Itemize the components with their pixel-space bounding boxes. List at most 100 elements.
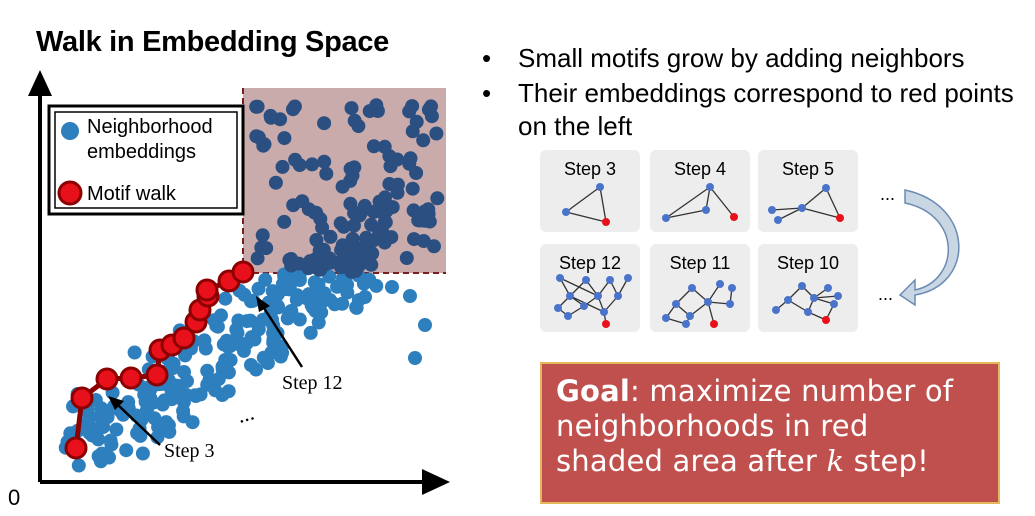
- motif-walk-point: [64, 436, 88, 460]
- steps-ellipsis: ...: [878, 284, 893, 304]
- neighborhood-point: [218, 291, 233, 306]
- graph-node: [830, 300, 838, 308]
- neighborhood-point: [263, 108, 278, 123]
- graph-node: [768, 206, 776, 214]
- step3-arrow-head: [108, 396, 124, 410]
- graph-node: [810, 294, 818, 302]
- graph-edge: [559, 277, 599, 297]
- neighborhood-point: [301, 287, 316, 302]
- step-panel: Step 3: [540, 150, 640, 232]
- neighborhood-point: [421, 202, 436, 217]
- bullet-dot-icon: •: [482, 43, 492, 73]
- graph-node: [580, 302, 588, 310]
- neighborhood-point: [251, 281, 266, 296]
- neighborhood-point: [408, 351, 422, 365]
- origin-label: 0: [8, 485, 20, 510]
- step-panel-bg: [650, 244, 750, 332]
- graph-node-new: [602, 320, 610, 328]
- goal-variable-k: k: [826, 444, 845, 478]
- step-panel-bg: [758, 244, 858, 332]
- neighborhood-point: [135, 446, 150, 461]
- neighborhood-point: [273, 349, 288, 364]
- neighborhood-point: [250, 99, 265, 114]
- neighborhood-point: [424, 109, 439, 124]
- neighborhood-point: [221, 365, 236, 380]
- graph-node: [672, 300, 680, 308]
- graph-node: [662, 314, 670, 322]
- motif-walk-point: [70, 386, 94, 410]
- curved-arrow-icon: [898, 189, 960, 307]
- neighborhood-point: [221, 340, 236, 355]
- graph-node: [824, 284, 832, 292]
- neighborhood-point: [132, 421, 147, 436]
- neighborhood-point: [240, 314, 254, 329]
- neighborhood-point: [267, 301, 282, 316]
- step-panel: Step 12: [540, 244, 640, 332]
- legend-neighborhood-label-2: embeddings: [87, 141, 196, 163]
- neighborhood-point: [409, 166, 424, 180]
- neighborhood-point: [378, 190, 392, 205]
- neighborhood-point: [319, 166, 334, 181]
- step-panel-bg: [540, 244, 640, 332]
- neighborhood-point: [335, 296, 350, 311]
- graph-node: [774, 216, 782, 224]
- graph-node-new: [730, 213, 738, 221]
- graph-node-new: [836, 214, 844, 222]
- neighborhood-point: [403, 151, 418, 166]
- legend-motif-label: Motif walk: [87, 183, 177, 205]
- graph-edge: [801, 187, 827, 209]
- neighborhood-point: [345, 168, 360, 183]
- y-axis-arrow: [28, 70, 52, 96]
- neighborhood-point: [323, 229, 338, 244]
- step-panel: Step 11: [650, 244, 750, 332]
- graph-node: [834, 292, 842, 300]
- neighborhood-point: [429, 126, 444, 141]
- bullet-text: Small motifs grow by adding neighbors: [518, 43, 965, 73]
- graph-node: [624, 274, 632, 282]
- neighborhood-point: [352, 208, 367, 223]
- graph-node: [728, 284, 736, 292]
- neighborhood-point: [71, 458, 86, 473]
- graph-edge: [665, 209, 707, 219]
- bullet-text: Their embeddings correspond to red point…: [518, 78, 1014, 141]
- neighborhood-point: [430, 191, 445, 206]
- neighborhood-point: [347, 113, 362, 128]
- legend-neighborhood-marker: [61, 122, 79, 140]
- neighborhood-point: [323, 293, 337, 307]
- motif-walk-point: [195, 278, 219, 302]
- step-panel-label: Step 4: [674, 159, 726, 179]
- neighborhood-point: [282, 252, 297, 267]
- motif-walk-point: [172, 326, 196, 350]
- neighborhood-point: [399, 251, 414, 265]
- graph-edge: [565, 186, 601, 213]
- neighborhood-point: [208, 383, 223, 398]
- goal-box: Goal: maximize number of neighborhoods i…: [540, 362, 1000, 504]
- neighborhood-point: [255, 228, 270, 243]
- steps-ellipsis: ...: [880, 184, 895, 204]
- graph-node: [682, 320, 690, 328]
- graph-node: [594, 292, 602, 300]
- embedding-plot: 0 Step 3 Step 12 ... Neighborhood embedd…: [8, 70, 450, 510]
- graph-node-new: [822, 316, 830, 324]
- neighborhood-point: [250, 251, 265, 266]
- graph-node: [704, 298, 712, 306]
- neighborhood-point: [177, 365, 191, 379]
- bullet-item: • Their embeddings correspond to red poi…: [482, 77, 1032, 143]
- neighborhood-point: [244, 294, 258, 309]
- graph-node: [606, 276, 614, 284]
- graph-node: [564, 312, 572, 320]
- neighborhood-point: [268, 175, 283, 190]
- neighborhood-point: [336, 219, 351, 234]
- graph-node-new: [710, 320, 718, 328]
- graph-edge: [813, 295, 839, 299]
- motif-walk-points: [64, 260, 255, 460]
- neighborhood-point: [412, 213, 427, 228]
- neighborhood-point: [162, 424, 177, 439]
- motif-walk-point: [145, 363, 169, 387]
- neighborhood-point: [305, 157, 320, 172]
- graph-node: [798, 282, 806, 290]
- neighborhood-point: [104, 437, 119, 452]
- graph-node: [706, 183, 714, 191]
- neighborhood-point: [277, 131, 292, 146]
- neighborhood-point: [418, 318, 432, 332]
